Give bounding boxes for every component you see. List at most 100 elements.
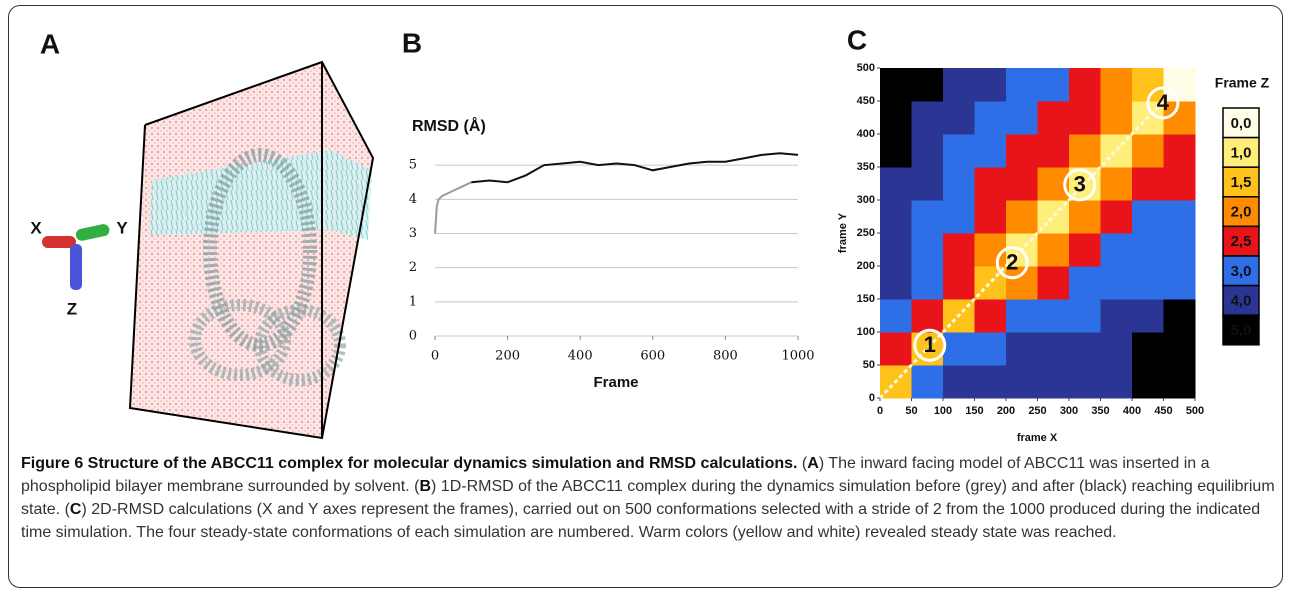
legend-swatch (1222, 107, 1260, 139)
x-tick-label: 300 (1060, 405, 1078, 417)
heatmap-cell (911, 68, 944, 102)
heatmap-cell (1163, 332, 1196, 366)
heatmap-cell (1069, 332, 1101, 366)
x-axis-title: Frame (593, 374, 638, 391)
x-tick-label: 600 (640, 349, 665, 364)
y-axis-title: RMSD (Å) (412, 116, 486, 135)
heatmap-cell (1069, 68, 1101, 102)
y-tick-label: 150 (857, 293, 875, 305)
heatmap-cell (1132, 365, 1164, 399)
heatmap-cell (943, 167, 975, 201)
y-tick-label: 100 (857, 326, 875, 338)
heatmap-cell (911, 365, 944, 399)
heatmap-cell (1100, 167, 1133, 201)
heatmap-cell (943, 332, 975, 366)
legend-swatch (1222, 225, 1260, 257)
heatmap-cell (1006, 332, 1038, 366)
heatmap-cell (1006, 266, 1038, 300)
y-tick-label: 250 (857, 227, 875, 239)
heatmap-cell (943, 365, 975, 399)
axis-glyph-label: Z (67, 299, 77, 318)
heatmap-cell (1069, 365, 1101, 399)
line-series (471, 152, 799, 184)
caption: Figure 6 Structure of the ABCC11 complex… (21, 452, 1276, 544)
heatmap-cell (880, 332, 912, 366)
legend-label: 1,5 (1231, 174, 1252, 191)
heatmap-cell (911, 167, 944, 201)
annotation-circle (995, 246, 1029, 280)
heatmap-cell (1069, 233, 1101, 267)
heatmap-cell (974, 200, 1007, 234)
heatmap-cell (943, 101, 975, 135)
x-tick-label: 200 (495, 349, 520, 364)
heatmap-cell (974, 299, 1007, 333)
x-tick-label: 500 (1186, 405, 1204, 417)
molecule-render (128, 60, 375, 440)
heatmap-cell (1069, 101, 1101, 135)
axis-glyph-label: X (30, 218, 42, 237)
annotation-label: 2 (1006, 250, 1018, 275)
axis-glyph: X Y Z (30, 218, 128, 318)
heatmap-cell (943, 68, 975, 102)
annotation-circle (1063, 168, 1097, 202)
heatmap-cell (1100, 365, 1133, 399)
heatmap-cell (1006, 134, 1038, 168)
annotation-circle (913, 328, 947, 362)
y-tick-label: 300 (857, 194, 875, 206)
heatmap-cell (1037, 101, 1070, 135)
heatmap-cell (1132, 299, 1164, 333)
y-tick-label: 450 (857, 95, 875, 107)
heatmap-cell (911, 200, 944, 234)
heatmap-cell (1163, 200, 1196, 234)
heatmap-cell (1163, 266, 1196, 300)
heatmap-cell (1132, 332, 1164, 366)
heatmap-cell (880, 167, 912, 201)
y-tick-label: 400 (857, 128, 875, 140)
heatmap-cell (1132, 266, 1164, 300)
heatmap-cell (880, 68, 912, 102)
heatmap-cell (911, 233, 944, 267)
x-tick-label: 0 (877, 405, 883, 417)
legend-label: 2,0 (1231, 204, 1252, 221)
heatmap-cell (1037, 134, 1070, 168)
x-tick-label: 800 (713, 349, 738, 364)
heatmap-cell (974, 134, 1007, 168)
diagonal (878, 66, 1197, 400)
heatmap-cell (1132, 167, 1164, 201)
x-tick-label: 100 (934, 405, 952, 417)
x-tick-label: 1000 (781, 349, 814, 364)
heatmap-cell (1037, 299, 1070, 333)
heatmap-cell (943, 266, 975, 300)
heatmap-cell (974, 332, 1007, 366)
heatmap-cell (1069, 266, 1101, 300)
heatmap-cell (1163, 299, 1196, 333)
heatmap-cell (974, 68, 1007, 102)
y-tick-label: 500 (857, 62, 875, 74)
heatmap-cell (911, 101, 944, 135)
heatmap-cell (943, 233, 975, 267)
heatmap-cell (943, 134, 975, 168)
heatmap-cell (1006, 365, 1038, 399)
heatmap-cell (974, 101, 1007, 135)
panel-label: B (402, 27, 422, 58)
heatmap-cell (911, 299, 944, 333)
x-tick-label: 400 (568, 349, 593, 364)
heatmap-cell (1163, 365, 1196, 399)
legend-label: 5,0 (1231, 322, 1252, 339)
x-tick-label: 350 (1091, 405, 1109, 417)
heatmap-cell (1100, 266, 1133, 300)
annotation-label: 3 (1074, 172, 1086, 197)
x-tick-label: 200 (997, 405, 1015, 417)
heatmap-cell (880, 299, 912, 333)
caption-text: ) 1D-RMSD of the ABCC11 complex during t… (21, 478, 1275, 518)
heatmap-cell (1006, 167, 1038, 201)
heatmap-cell (1132, 200, 1164, 234)
caption-title: Figure 6 Structure of the ABCC11 complex… (21, 455, 798, 472)
figure: X Y Z A B C RMSD (Å) Frame frame X frame… (30, 24, 1269, 444)
x-tick-label: 400 (1123, 405, 1141, 417)
heatmap-cell (880, 134, 912, 168)
x-tick-label: 0 (431, 349, 439, 364)
heatmap-cell (1100, 299, 1133, 333)
x-tick-label: 450 (1154, 405, 1172, 417)
